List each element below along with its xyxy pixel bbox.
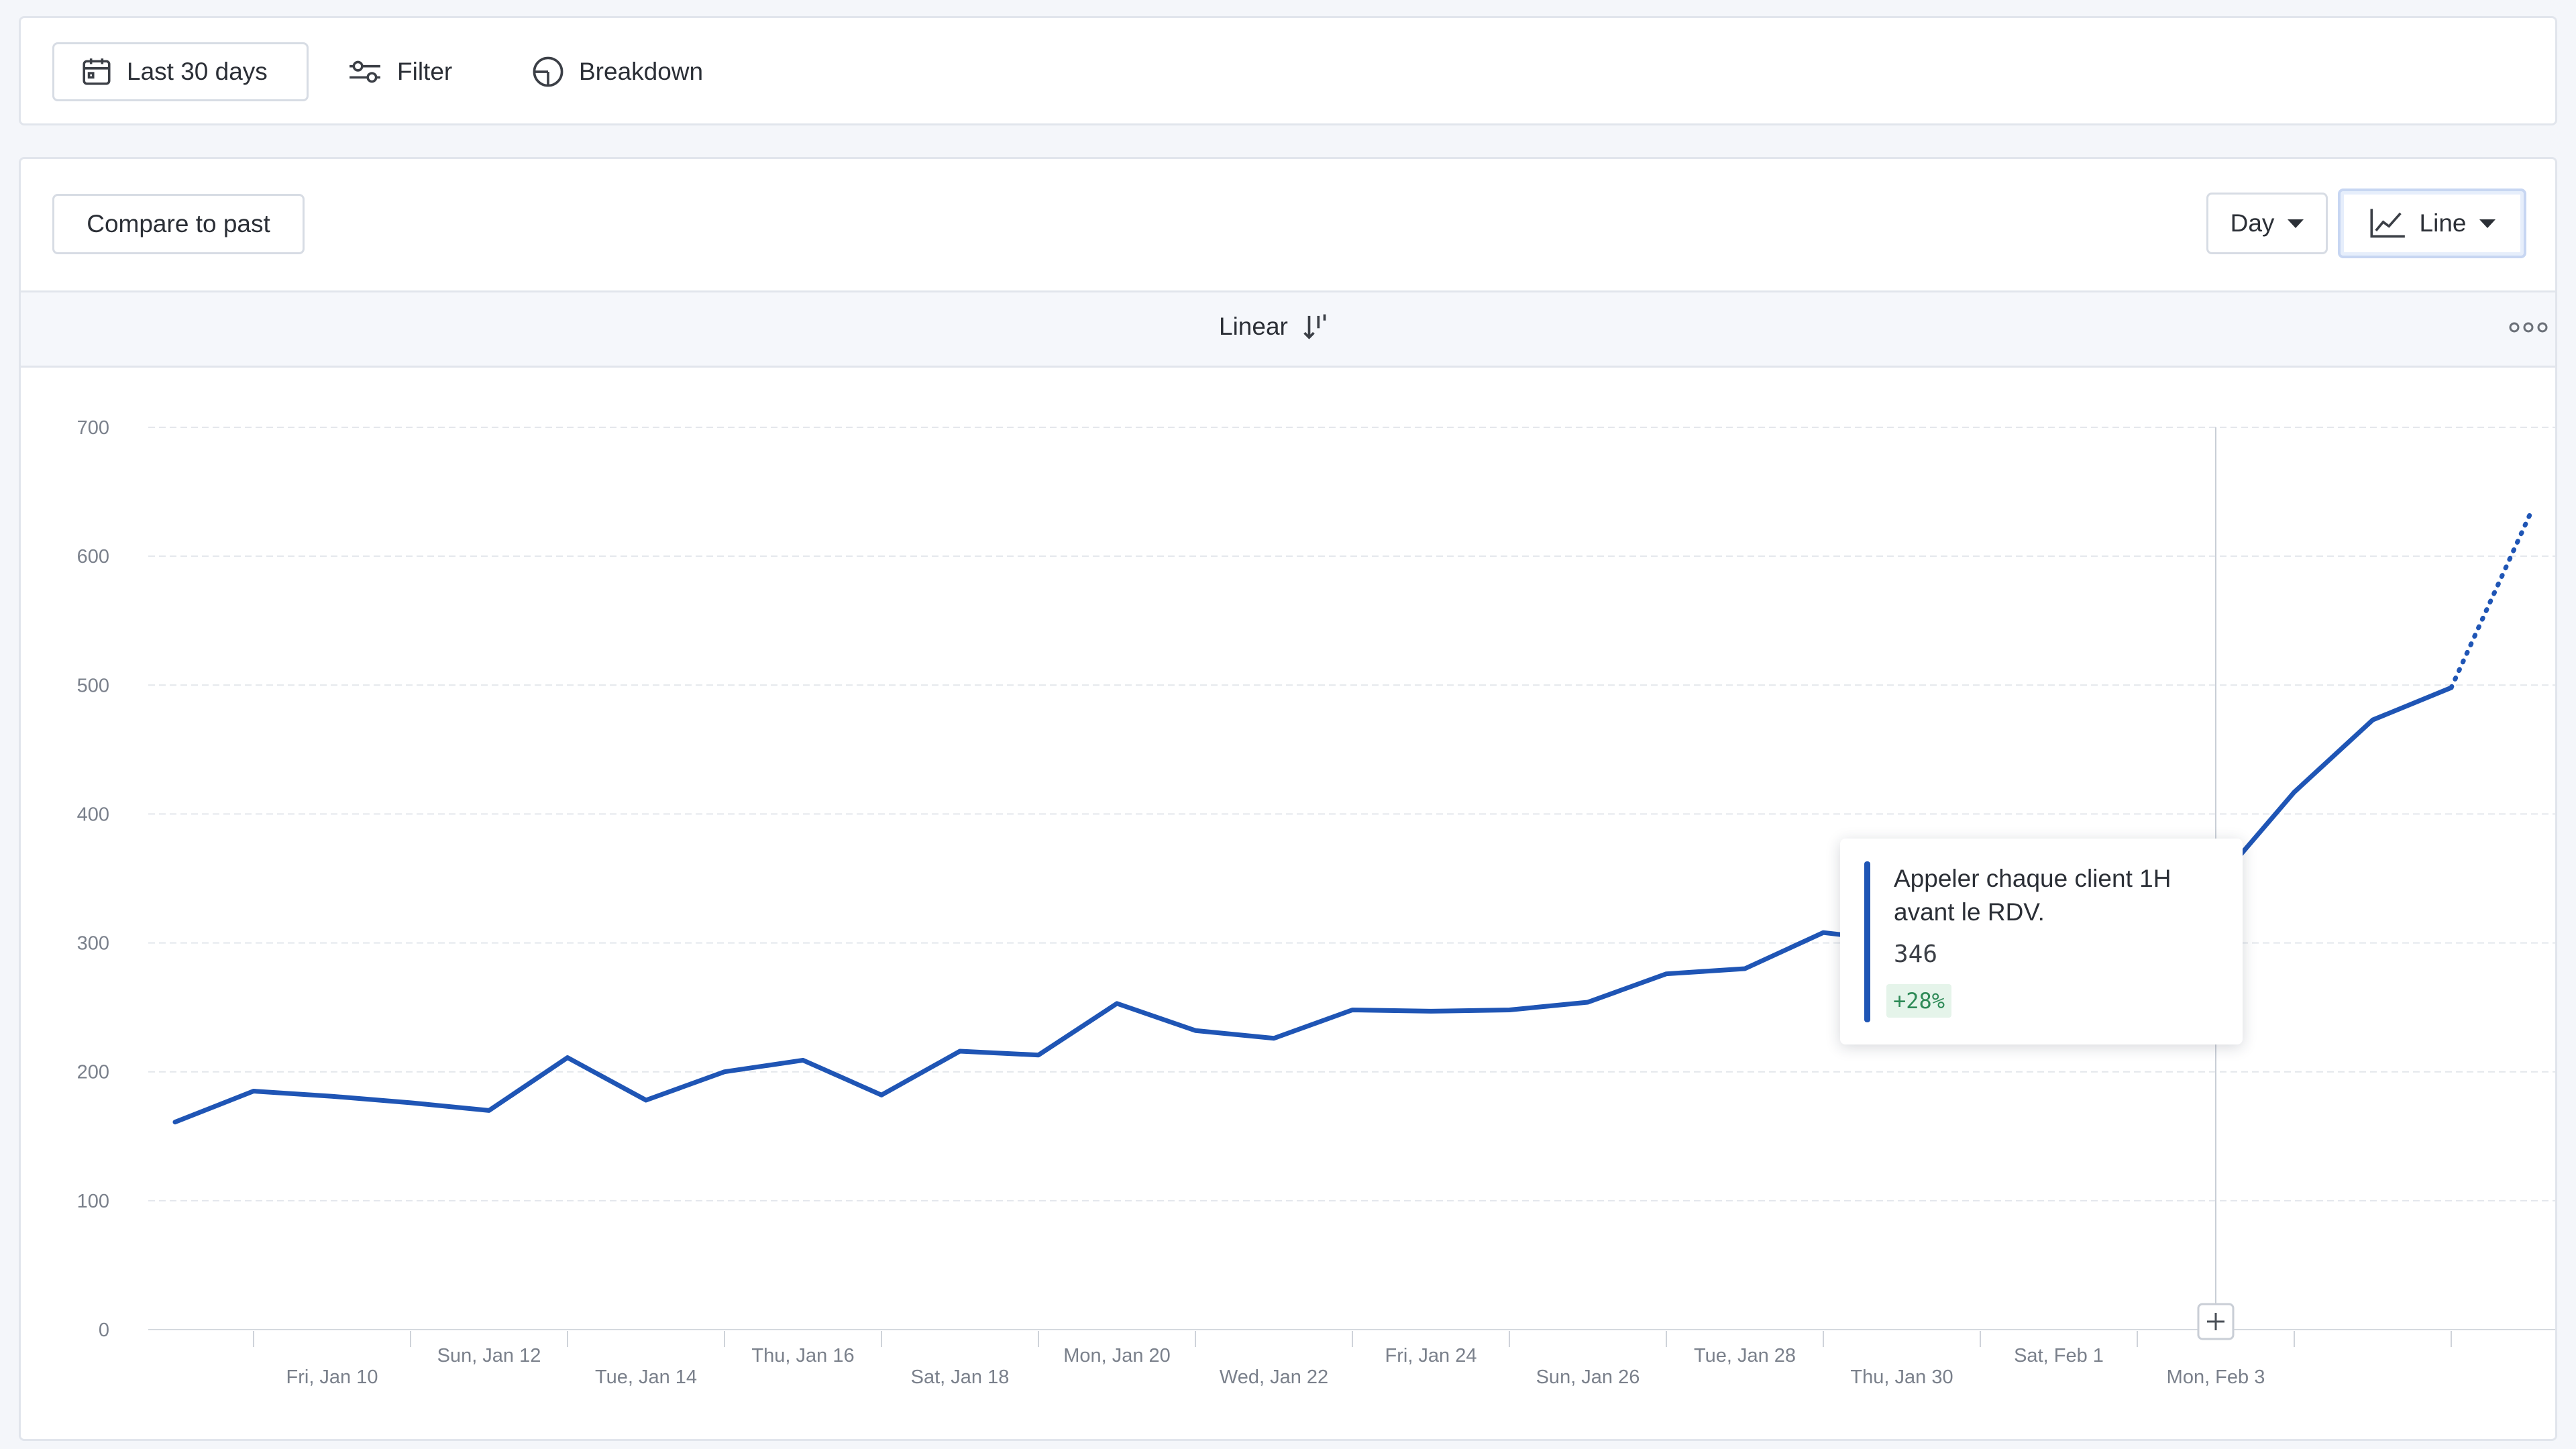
plus-icon[interactable] <box>2197 1303 2235 1340</box>
x-tick-label: Fri, Jan 24 <box>1385 1345 1477 1366</box>
x-tick-label: Thu, Jan 16 <box>751 1345 854 1366</box>
more-icon[interactable] <box>2508 321 2548 337</box>
line-chart: 0 100 200 300 400 500 600 700 Fri, Jan 10 Sun, Ja… <box>77 417 2555 1388</box>
data-tooltip: Appeler chaque client 1H avant le RDV. 3… <box>1840 839 2243 1044</box>
tooltip-value: 346 <box>1894 941 1938 968</box>
filter-button[interactable]: Filter <box>346 42 452 101</box>
x-tick-label: Thu, Jan 30 <box>1850 1366 1953 1388</box>
projected-series-line <box>2449 513 2532 690</box>
chart-type-label: Line <box>2419 209 2467 237</box>
breakdown-label: Breakdown <box>579 58 704 85</box>
pie-icon <box>531 54 566 89</box>
scale-bar: Linear <box>21 290 2555 368</box>
y-tick-label: 500 <box>77 675 109 696</box>
x-tick-label: Tue, Jan 14 <box>595 1366 697 1388</box>
y-tick-label: 200 <box>77 1062 109 1083</box>
chart-type-dropdown[interactable]: Line <box>2338 189 2526 258</box>
x-tick-label: Wed, Jan 22 <box>1220 1366 1328 1388</box>
filter-label: Filter <box>397 58 453 85</box>
y-tick-label: 100 <box>77 1191 109 1212</box>
series-color-bar <box>1864 861 1870 1022</box>
calendar-icon <box>80 55 113 89</box>
top-toolbar: Last 30 days Filter Breakdown <box>19 16 2557 125</box>
compare-to-past-button[interactable]: Compare to past <box>52 194 305 254</box>
line-chart-icon <box>2369 207 2406 239</box>
caret-down-icon <box>2288 219 2304 228</box>
sliders-icon <box>346 55 384 89</box>
chart-panel: Compare to past Day Line Linear <box>19 157 2557 1441</box>
interval-label: Day <box>2230 209 2275 237</box>
interval-dropdown[interactable]: Day <box>2206 193 2328 254</box>
compare-label: Compare to past <box>87 210 270 237</box>
y-tick-label: 400 <box>77 804 109 825</box>
x-tick-label: Sat, Jan 18 <box>911 1366 1010 1388</box>
x-tick-label: Tue, Jan 28 <box>1694 1345 1796 1366</box>
y-tick-label: 600 <box>77 546 109 568</box>
tooltip-title: Appeler chaque client 1H avant le RDV. <box>1894 865 2171 926</box>
scale-label: Linear <box>1219 313 1288 340</box>
x-tick-label: Sun, Jan 26 <box>1536 1366 1640 1388</box>
scale-toggle[interactable]: Linear <box>1219 311 1332 342</box>
date-range-button[interactable]: Last 30 days <box>52 42 309 101</box>
x-tick-label: Sun, Jan 12 <box>437 1345 541 1366</box>
x-tick-label: Mon, Jan 20 <box>1063 1345 1171 1366</box>
date-range-label: Last 30 days <box>127 58 268 85</box>
x-tick-label: Sat, Feb 1 <box>2014 1345 2104 1366</box>
caret-down-icon <box>2479 219 2496 228</box>
breakdown-button[interactable]: Breakdown <box>531 42 703 101</box>
sort-icon <box>1301 311 1332 342</box>
x-tick-label: Mon, Feb 3 <box>2167 1366 2265 1388</box>
tooltip-delta-badge: +28% <box>1886 984 1952 1018</box>
y-tick-label: 0 <box>99 1320 109 1341</box>
x-tick-label: Fri, Jan 10 <box>286 1366 378 1388</box>
y-tick-label: 700 <box>77 417 109 439</box>
y-tick-label: 300 <box>77 933 109 955</box>
